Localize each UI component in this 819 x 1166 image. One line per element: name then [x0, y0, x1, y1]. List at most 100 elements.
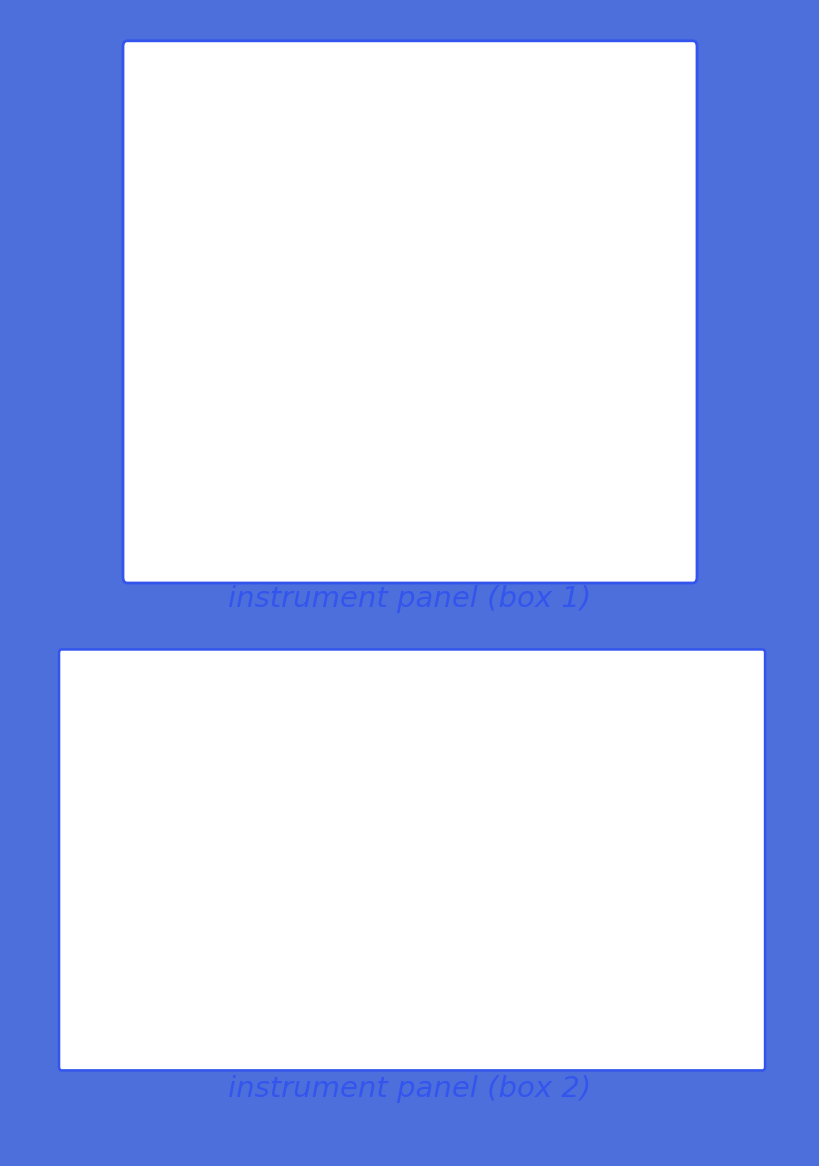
FancyBboxPatch shape: [426, 171, 527, 239]
Text: TRLR: TRLR: [461, 512, 491, 522]
Text: CHMSL: CHMSL: [314, 765, 344, 773]
FancyBboxPatch shape: [700, 686, 752, 852]
Text: DRL: DRL: [464, 356, 488, 366]
Text: ECU/PTO*

*DIESEL 7.8 DURAMAX: ECU/PTO* *DIESEL 7.8 DURAMAX: [86, 759, 174, 779]
Text: 7: 7: [334, 475, 340, 483]
FancyBboxPatch shape: [287, 686, 370, 852]
Text: 9: 9: [334, 318, 340, 328]
Text: 11: 11: [332, 163, 343, 171]
Text: AIRBAG: AIRBAG: [455, 279, 499, 288]
Text: 17: 17: [471, 163, 482, 171]
Text: TRN/BCK/UP: TRN/BCK/UP: [572, 279, 643, 288]
FancyBboxPatch shape: [287, 250, 387, 317]
Text: RT TRN
TRLR: RT TRN TRLR: [458, 759, 489, 779]
Text: RT PRK: RT PRK: [526, 1012, 548, 1018]
Text: PCM-1: PCM-1: [191, 279, 228, 288]
Text: HTR: HTR: [399, 950, 417, 960]
Text: BRK: BRK: [464, 122, 488, 133]
Text: MRK LTS: MRK LTS: [582, 356, 632, 366]
FancyBboxPatch shape: [159, 250, 260, 317]
Text: 18: 18: [471, 85, 482, 94]
FancyBboxPatch shape: [543, 250, 672, 317]
FancyBboxPatch shape: [714, 992, 758, 1038]
FancyBboxPatch shape: [446, 686, 501, 852]
FancyBboxPatch shape: [75, 872, 185, 1038]
Text: IGN-4: IGN-4: [224, 950, 248, 960]
FancyBboxPatch shape: [426, 483, 527, 550]
Text: AXLE/4WD: AXLE/4WD: [306, 122, 368, 133]
FancyBboxPatch shape: [287, 94, 387, 162]
Text: 21: 21: [601, 318, 613, 328]
Text: 22: 22: [602, 240, 613, 250]
FancyBboxPatch shape: [287, 483, 387, 550]
Text: DRL: DRL: [228, 765, 245, 773]
FancyBboxPatch shape: [566, 992, 611, 1038]
Text: 4: 4: [206, 240, 212, 250]
Text: 24: 24: [602, 85, 613, 94]
Text: 8: 8: [334, 396, 340, 406]
FancyBboxPatch shape: [543, 171, 672, 239]
Text: instrument panel (box 1): instrument panel (box 1): [229, 585, 590, 613]
Text: HTR/AC: HTR/AC: [188, 122, 231, 133]
FancyBboxPatch shape: [543, 94, 672, 162]
Text: 2: 2: [206, 396, 212, 406]
Text: 14: 14: [471, 396, 482, 406]
FancyBboxPatch shape: [618, 992, 707, 1038]
Text: PWR POST: PWR POST: [306, 434, 368, 444]
Text: PWR/ACCY: PWR/ACCY: [577, 512, 638, 522]
Text: 5: 5: [206, 163, 212, 171]
Text: LT REAR TRN/STOP: LT REAR TRN/STOP: [634, 960, 691, 964]
FancyBboxPatch shape: [714, 885, 758, 932]
Text: TRANS: TRANS: [587, 201, 627, 211]
Text: CTSY LAMPS: CTSY LAMPS: [301, 356, 373, 366]
Text: 19: 19: [601, 475, 613, 483]
Text: 10: 10: [332, 240, 343, 250]
FancyBboxPatch shape: [514, 939, 559, 984]
Text: GAUGES: GAUGES: [313, 279, 361, 288]
FancyBboxPatch shape: [577, 686, 628, 852]
Text: MRK LTS: MRK LTS: [311, 950, 347, 960]
FancyBboxPatch shape: [159, 483, 260, 550]
Text: 3: 3: [206, 318, 212, 328]
FancyBboxPatch shape: [426, 250, 527, 317]
FancyBboxPatch shape: [75, 686, 185, 852]
Text: 15: 15: [471, 318, 482, 328]
FancyBboxPatch shape: [714, 939, 758, 984]
Text: HYD/AIR BRK: HYD/AIR BRK: [569, 122, 645, 133]
FancyBboxPatch shape: [543, 483, 672, 550]
Text: 20: 20: [601, 396, 613, 406]
Text: 6: 6: [206, 85, 212, 94]
Text: instrument panel (box 2): instrument panel (box 2): [229, 1075, 590, 1103]
Text: HTD/MIR: HTD/MIR: [389, 765, 427, 773]
FancyBboxPatch shape: [514, 885, 559, 932]
Text: BRK LAMP: BRK LAMP: [107, 950, 152, 960]
Text: LT TRN
TRLR: LT TRN TRLR: [524, 759, 554, 779]
Text: 16: 16: [471, 240, 482, 250]
Text: RDO/CHIME: RDO/CHIME: [443, 434, 509, 444]
FancyBboxPatch shape: [287, 171, 387, 239]
Text: RT REAR TRN/STOP: RT REAR TRN/STOP: [633, 906, 692, 911]
FancyBboxPatch shape: [287, 872, 370, 1038]
FancyBboxPatch shape: [446, 864, 501, 1046]
Text: STOP: STOP: [193, 512, 224, 522]
FancyBboxPatch shape: [159, 171, 260, 239]
FancyBboxPatch shape: [566, 939, 611, 984]
Text: BRK: BRK: [531, 960, 543, 964]
Text: PWR WNDW: PWR WNDW: [717, 1012, 755, 1018]
FancyBboxPatch shape: [195, 686, 278, 852]
Text: LT PRK: LT PRK: [578, 1012, 599, 1018]
FancyBboxPatch shape: [618, 885, 707, 932]
FancyBboxPatch shape: [159, 328, 260, 395]
FancyBboxPatch shape: [159, 94, 260, 162]
Text: B: B: [473, 569, 480, 578]
FancyBboxPatch shape: [381, 686, 436, 852]
FancyBboxPatch shape: [511, 686, 566, 852]
FancyBboxPatch shape: [426, 328, 527, 395]
FancyBboxPatch shape: [426, 571, 527, 616]
Text: 12: 12: [332, 85, 343, 94]
FancyBboxPatch shape: [566, 885, 611, 932]
Text: HAZRD: HAZRD: [317, 512, 358, 522]
Text: IGN-4: IGN-4: [590, 434, 623, 444]
Text: A: A: [334, 569, 341, 578]
FancyBboxPatch shape: [381, 864, 436, 1046]
